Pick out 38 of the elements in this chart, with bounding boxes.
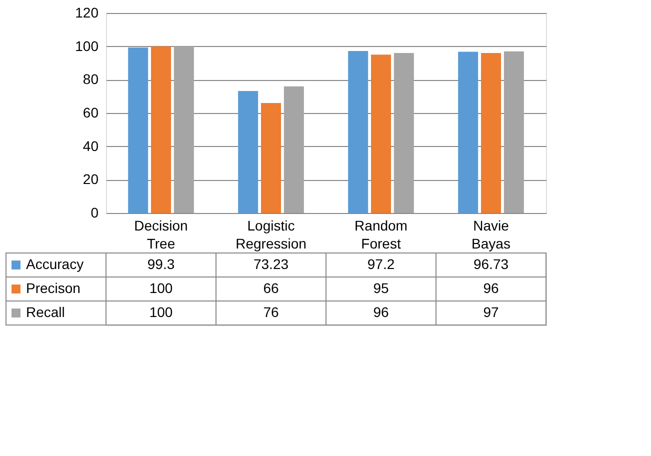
data-label: 76 [263, 304, 279, 320]
bar [371, 54, 391, 213]
bar [284, 86, 304, 213]
data-label: 97.2 [367, 256, 395, 272]
y-tick-label: 60 [82, 104, 99, 120]
bar [174, 46, 194, 213]
data-label: 96.73 [473, 256, 509, 272]
data-label: 96 [373, 304, 389, 320]
data-label: 73.23 [253, 256, 289, 272]
y-tick-label: 120 [75, 4, 99, 20]
y-tick-label: 100 [75, 38, 99, 54]
data-label: 100 [149, 280, 173, 296]
bar [128, 48, 148, 213]
x-tick-label: Logistic Regression [236, 218, 306, 252]
legend-label: Recall [26, 304, 65, 320]
y-tick-label: 20 [82, 171, 99, 188]
data-label: 66 [263, 280, 279, 296]
bar [504, 51, 524, 213]
bar [261, 103, 281, 213]
data-label: 100 [149, 304, 173, 320]
bar [238, 90, 258, 213]
bar [458, 52, 478, 213]
bar [151, 46, 171, 213]
bar [481, 53, 501, 213]
x-tick-label: Navie Bayas [472, 218, 510, 252]
legend-label: Accuracy [26, 256, 84, 272]
x-tick-label: Random Forest [354, 218, 408, 252]
data-label: 96 [483, 280, 499, 296]
y-tick-label: 40 [82, 138, 99, 154]
bar [394, 53, 414, 213]
data-label: 97 [483, 304, 499, 320]
bar [348, 51, 368, 213]
data-label: 95 [373, 280, 389, 296]
x-tick-label: Decision Tree [134, 218, 188, 252]
legend-label: Precison [26, 280, 80, 296]
y-tick-label: 0 [90, 204, 99, 220]
y-tick-label: 80 [82, 71, 99, 88]
data-label: 99.3 [147, 256, 175, 272]
